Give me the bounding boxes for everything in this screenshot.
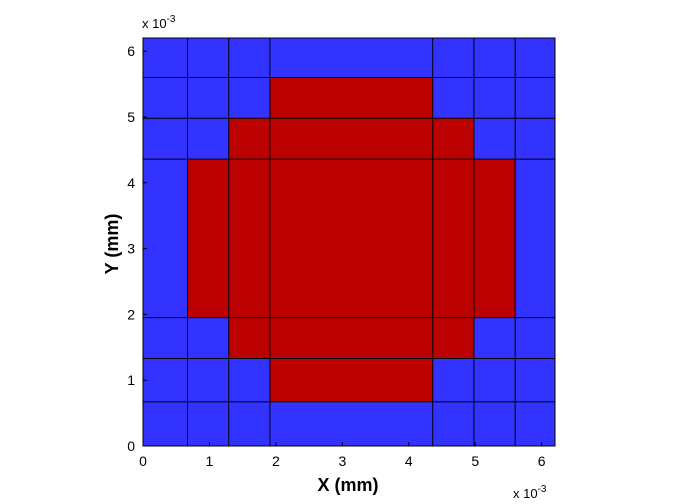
- heatmap-cell: [515, 159, 555, 318]
- heatmap-cell: [515, 77, 555, 119]
- heatmap-cell: [432, 401, 474, 446]
- y-tick-label: 4: [127, 175, 135, 191]
- heatmap-cell: [143, 401, 188, 446]
- heatmap-cell: [228, 38, 270, 78]
- heatmap-cell: [515, 38, 555, 78]
- heatmap-cell: [187, 118, 229, 160]
- heatmap-cell: [473, 358, 516, 402]
- cell-grid-lines: [142, 37, 556, 447]
- y-tick-label: 3: [127, 241, 135, 257]
- heatmap-cell: [473, 159, 516, 318]
- heatmap-cell: [269, 118, 433, 160]
- heatmap-cell: [143, 159, 188, 318]
- heatmap-cell: [432, 358, 474, 402]
- heatmap-cell: [228, 159, 270, 318]
- y-tick-label: 2: [127, 306, 135, 322]
- y-tick-label: 6: [127, 43, 135, 59]
- heatmap-cell: [269, 77, 433, 119]
- heatmap-cell: [228, 358, 270, 402]
- heatmap-cell: [432, 38, 474, 78]
- heatmap-cell: [269, 317, 433, 359]
- y-tick-label: 0: [127, 438, 135, 454]
- heatmap-cell: [473, 401, 516, 446]
- x-axis-label: X (mm): [317, 475, 378, 495]
- x-exponent-base: x 10: [513, 486, 538, 501]
- heatmap-cell: [432, 317, 474, 359]
- y-tick-label: 1: [127, 372, 135, 388]
- heatmap-cell: [515, 118, 555, 160]
- heatmap-cell: [187, 38, 229, 78]
- heatmap-cell: [473, 77, 516, 119]
- heatmap-cell: [269, 38, 433, 78]
- y-axis-ticks: 0 1 2 3 4 5 6: [127, 43, 147, 454]
- heatmap-cell: [432, 118, 474, 160]
- heatmap-cell: [143, 358, 188, 402]
- heatmap-cell: [187, 317, 229, 359]
- x-tick-label: 2: [272, 453, 280, 469]
- heatmap-cell: [187, 401, 229, 446]
- x-exponent-power: -3: [538, 484, 547, 495]
- y-exponent-power: -3: [167, 14, 176, 25]
- heatmap-cell: [515, 401, 555, 446]
- x-tick-label: 3: [338, 453, 346, 469]
- heatmap-cell: [143, 38, 188, 78]
- heatmap-cell: [228, 118, 270, 160]
- heatmap-cell: [187, 159, 229, 318]
- heatmap-cell: [473, 317, 516, 359]
- heatmap-cell: [228, 77, 270, 119]
- heatmap-cell: [432, 159, 474, 318]
- x-tick-label: 4: [405, 453, 413, 469]
- heatmap-cell: [187, 77, 229, 119]
- x-tick-label: 6: [538, 453, 546, 469]
- y-tick-label: 5: [127, 109, 135, 125]
- plot-frame: [142, 37, 556, 447]
- x-axis-exponent: x 10-3: [513, 484, 547, 501]
- y-axis-exponent: x 10-3: [142, 14, 176, 31]
- y-exponent-base: x 10: [142, 16, 167, 31]
- heatmap-cell: [515, 317, 555, 359]
- heatmap-cells: [143, 38, 555, 446]
- heatmap-cell: [228, 317, 270, 359]
- heatmap-cell: [143, 77, 188, 119]
- heatmap-cell: [432, 77, 474, 119]
- heatmap-cell: [515, 358, 555, 402]
- heatmap-cell: [269, 159, 433, 318]
- heatmap-cell: [187, 358, 229, 402]
- x-tick-label: 5: [471, 453, 479, 469]
- heatmap-cell: [269, 358, 433, 402]
- y-axis-label: Y (mm): [102, 214, 122, 275]
- heatmap-cell: [143, 118, 188, 160]
- heatmap-cell: [269, 401, 433, 446]
- heatmap-cell: [473, 118, 516, 160]
- x-tick-label: 0: [139, 453, 147, 469]
- heatmap-cell: [143, 317, 188, 359]
- x-tick-label: 1: [206, 453, 214, 469]
- heatmap-cell: [228, 401, 270, 446]
- heatmap-cell: [473, 38, 516, 78]
- x-axis-ticks: 0 1 2 3 4 5 6: [139, 442, 546, 469]
